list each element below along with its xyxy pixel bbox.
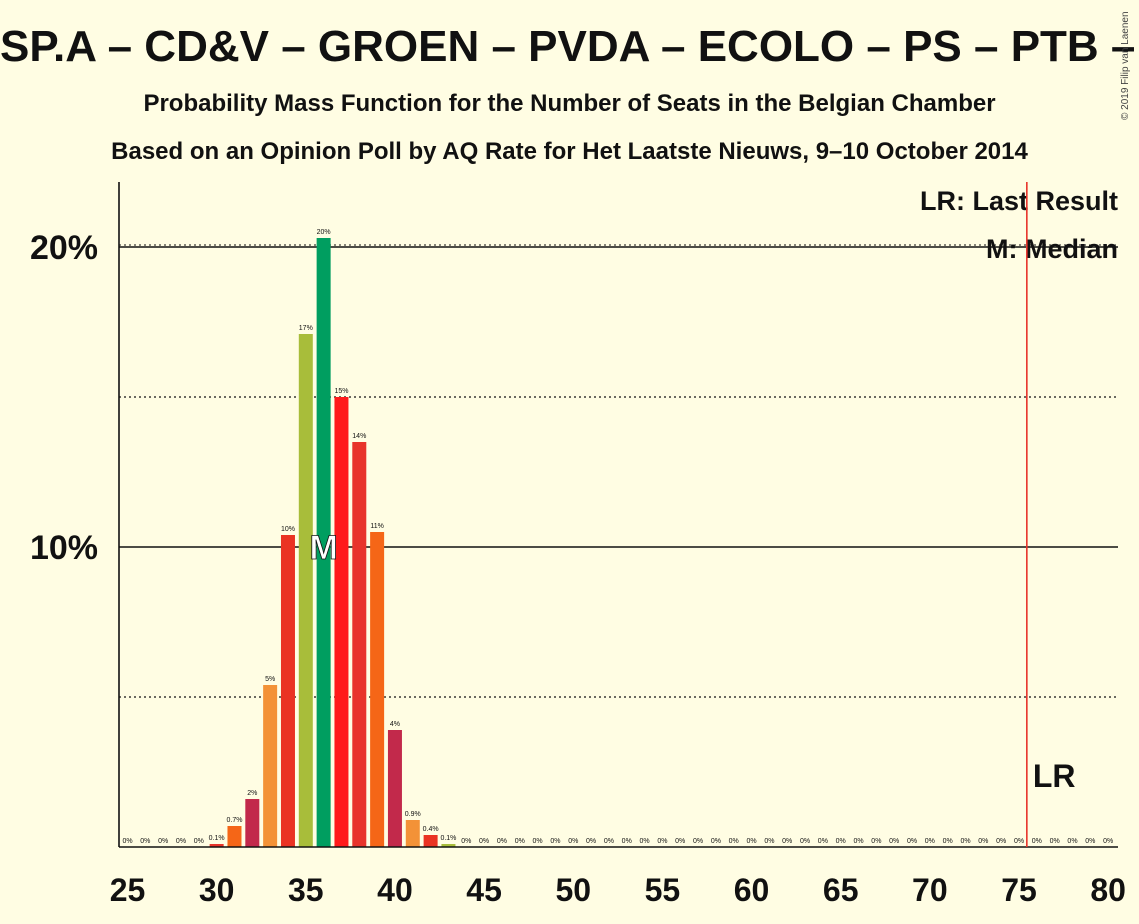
- bar-value-label: 0%: [943, 838, 953, 845]
- bar-value-label: 0%: [978, 838, 988, 845]
- bar: [423, 835, 438, 847]
- bar: [370, 532, 385, 847]
- x-tick-label: 40: [377, 872, 413, 908]
- bar-value-label: 0%: [996, 838, 1006, 845]
- bar: [263, 685, 278, 847]
- bar-value-label: 4%: [390, 721, 400, 728]
- bar-value-label: 20%: [317, 229, 331, 236]
- gridlines: [119, 244, 1118, 698]
- bar: [227, 826, 242, 847]
- bar-value-label: 0%: [782, 838, 792, 845]
- bar-value-label: 0.4%: [423, 826, 439, 833]
- overlay-group: LR: Last Result M: Median M LR: [309, 182, 1118, 847]
- bar: [441, 844, 456, 847]
- bar-value-label: 0%: [194, 838, 204, 845]
- legend-median: M: Median: [986, 234, 1118, 264]
- bar-value-label: 0%: [746, 838, 756, 845]
- bar-value-label: 0%: [907, 838, 917, 845]
- last-result-marker: LR: [1033, 758, 1076, 794]
- x-tick-label: 65: [823, 872, 859, 908]
- bar-value-label: 0%: [497, 838, 507, 845]
- bar-labels-group: 0% 0% 0% 0% 0% 0.1% 0.7% 2% 5% 10% 17% 20% 15% 14% 11%…: [122, 229, 1113, 845]
- chart-caption: Based on an Opinion Poll by AQ Rate for …: [111, 138, 1028, 165]
- bar-value-label: 0.1%: [440, 835, 456, 842]
- bar-value-label: 0%: [568, 838, 578, 845]
- bar: [245, 799, 260, 847]
- bar-value-label: 5%: [265, 676, 275, 683]
- bar-value-label: 0%: [1067, 838, 1077, 845]
- bars-group: [209, 238, 456, 847]
- bar-value-label: 0%: [925, 838, 935, 845]
- bar-value-label: 0%: [140, 838, 150, 845]
- bar-value-label: 0%: [515, 838, 525, 845]
- bar-value-label: 0%: [675, 838, 685, 845]
- bar-value-label: 0%: [158, 838, 168, 845]
- bar-value-label: 0%: [122, 838, 132, 845]
- chart-title: SP.A – CD&V – GROEN – PVDA – ECOLO – PS …: [0, 22, 1139, 71]
- bar-value-label: 14%: [352, 433, 366, 440]
- x-tick-label: 55: [645, 872, 681, 908]
- bar-value-label: 0%: [889, 838, 899, 845]
- bar-value-label: 0%: [657, 838, 667, 845]
- x-tick-label: 50: [555, 872, 591, 908]
- bar-value-label: 0%: [1085, 838, 1095, 845]
- bar-value-label: 0%: [461, 838, 471, 845]
- bar-value-label: 0%: [622, 838, 632, 845]
- bar-value-label: 0%: [1050, 838, 1060, 845]
- x-tick-label: 35: [288, 872, 324, 908]
- bar-value-label: 0%: [176, 838, 186, 845]
- x-tick-label: 60: [734, 872, 770, 908]
- x-tick-label: 30: [199, 872, 235, 908]
- bar-value-label: 0%: [836, 838, 846, 845]
- bar-value-label: 0%: [533, 838, 543, 845]
- y-tick-label: 10%: [30, 529, 98, 567]
- bar-value-label: 0.7%: [226, 817, 242, 824]
- bar-value-label: 0%: [604, 838, 614, 845]
- x-tick-label: 80: [1090, 872, 1126, 908]
- bar-value-label: 15%: [334, 388, 348, 395]
- bar-value-label: 0.1%: [209, 835, 225, 842]
- bar-value-label: 0.9%: [405, 811, 421, 818]
- bar-value-label: 0%: [800, 838, 810, 845]
- bar-value-label: 0%: [1032, 838, 1042, 845]
- bar-value-label: 0%: [818, 838, 828, 845]
- bar: [405, 820, 420, 847]
- x-tick-label: 25: [110, 872, 146, 908]
- chart-subtitle: Probability Mass Function for the Number…: [143, 90, 996, 117]
- bar-value-label: 0%: [586, 838, 596, 845]
- bar-value-label: 17%: [299, 325, 313, 332]
- bar: [387, 730, 402, 847]
- bar-value-label: 0%: [871, 838, 881, 845]
- bar-value-label: 0%: [693, 838, 703, 845]
- bar: [209, 844, 224, 847]
- bar-value-label: 0%: [960, 838, 970, 845]
- legend-last-result: LR: Last Result: [920, 186, 1118, 216]
- bar-value-label: 0%: [479, 838, 489, 845]
- bar: [334, 397, 349, 847]
- median-marker: M: [309, 529, 337, 567]
- bar-value-label: 0%: [711, 838, 721, 845]
- bar-value-label: 0%: [550, 838, 560, 845]
- bar-value-label: 0%: [1014, 838, 1024, 845]
- bar-value-label: 10%: [281, 526, 295, 533]
- bar-value-label: 0%: [1103, 838, 1113, 845]
- bar-value-label: 0%: [853, 838, 863, 845]
- bar-value-label: 0%: [640, 838, 650, 845]
- bar-value-label: 0%: [764, 838, 774, 845]
- bar: [280, 535, 295, 847]
- bar: [298, 334, 313, 847]
- y-tick-label: 20%: [30, 229, 98, 267]
- bar: [352, 442, 367, 847]
- x-tick-label: 75: [1001, 872, 1037, 908]
- bar: [316, 238, 331, 847]
- bar-value-label: 0%: [729, 838, 739, 845]
- axes-group: 10% 20% 25 30 35 40 45 50 55 60 65 70 75 80: [30, 182, 1126, 908]
- bar-value-label: 11%: [370, 523, 384, 530]
- x-tick-label: 70: [912, 872, 948, 908]
- x-tick-label: 45: [466, 872, 502, 908]
- bar-value-label: 2%: [247, 790, 257, 797]
